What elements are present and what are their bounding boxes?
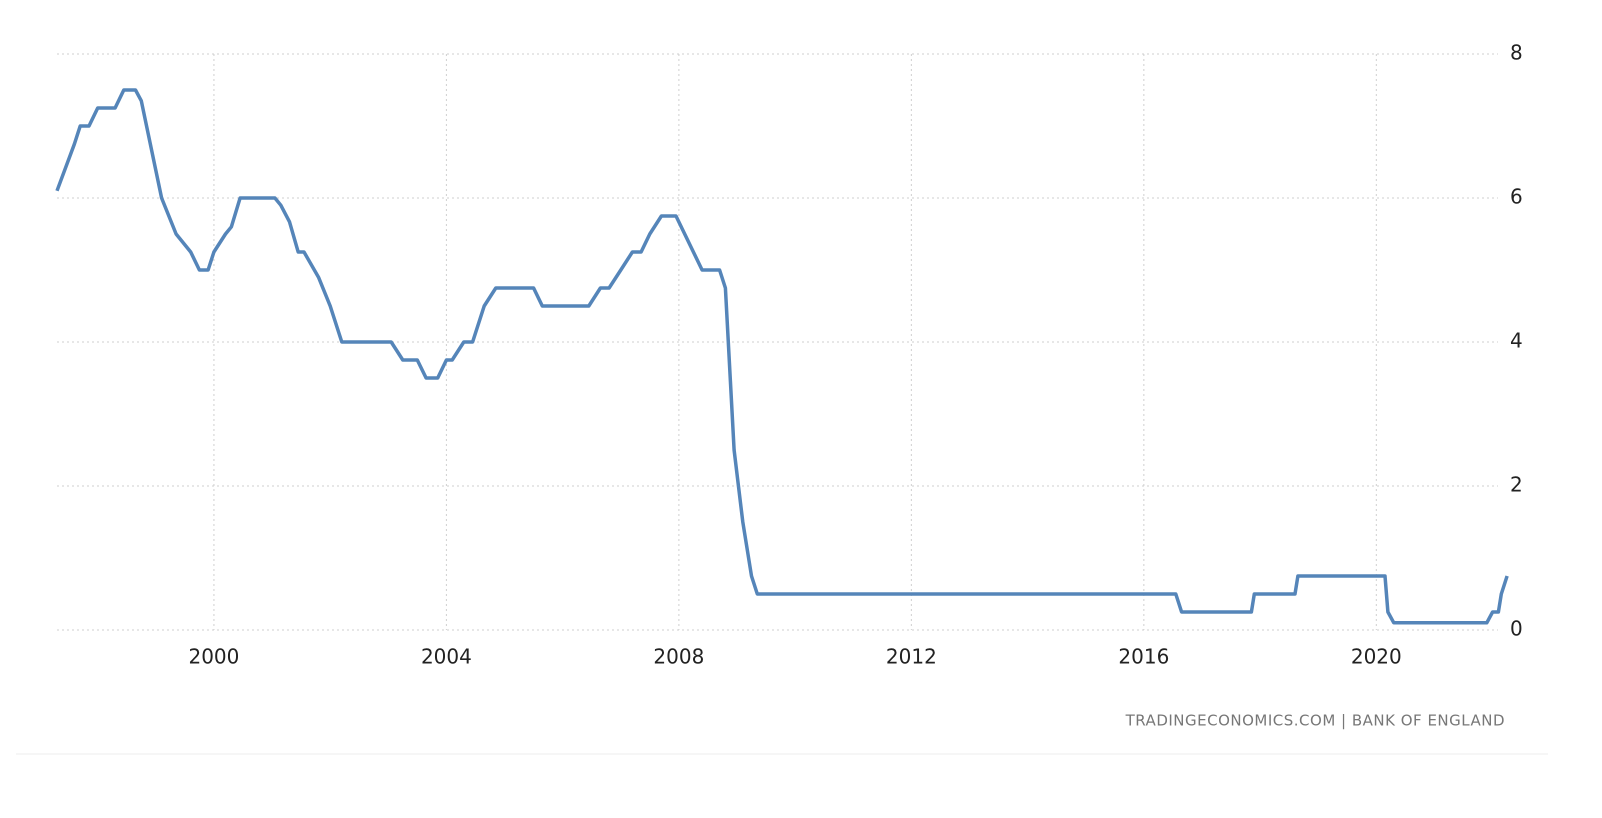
y-tick-label: 6	[1510, 185, 1523, 209]
x-tick-label: 2016	[1118, 645, 1169, 669]
x-tick-label: 2020	[1351, 645, 1402, 669]
line	[55, 88, 1509, 625]
y-tick-label: 4	[1510, 329, 1523, 353]
x-tick-label: 2012	[886, 645, 937, 669]
y-tick-label: 0	[1510, 617, 1523, 641]
x-tick-label: 2008	[653, 645, 704, 669]
x-tick-label: 2004	[421, 645, 472, 669]
y-tick-label: 8	[1510, 41, 1523, 65]
y-tick-label: 2	[1510, 473, 1523, 497]
x-tick-label: 2000	[188, 645, 239, 669]
source: TRADINGECONOMICS.COM | BANK OF ENGLAND	[1125, 712, 1505, 730]
